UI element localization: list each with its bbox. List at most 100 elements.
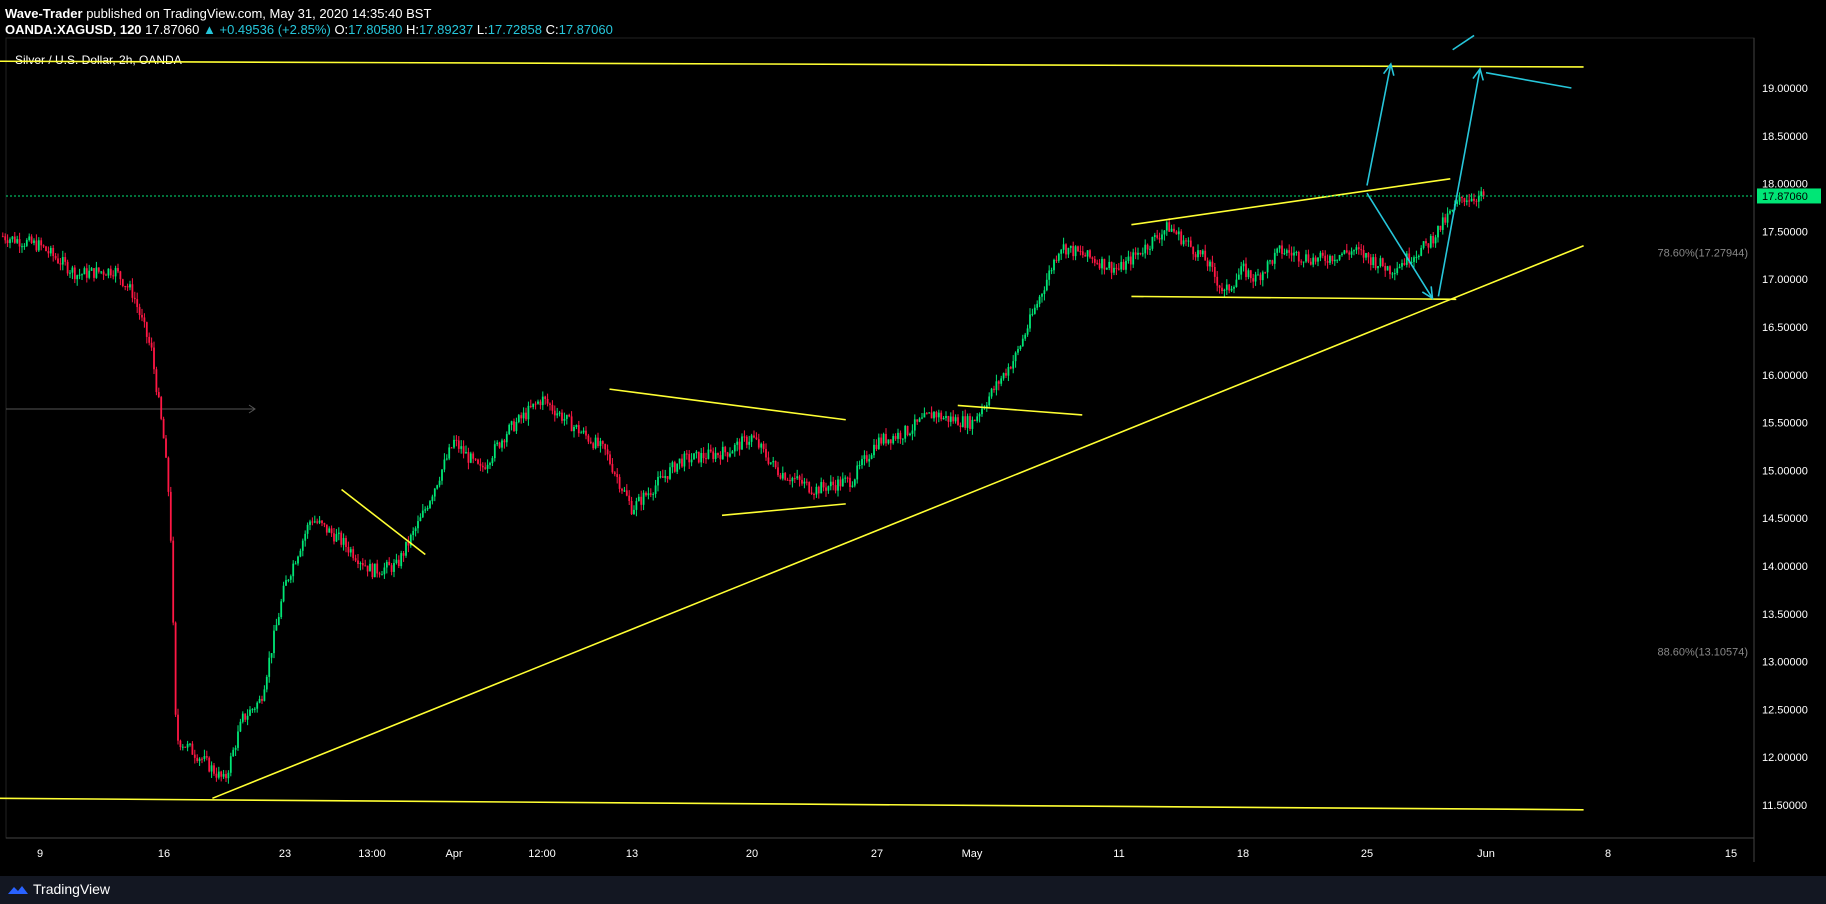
candle-up [1396, 268, 1399, 274]
candle-down [479, 463, 482, 466]
candle-up [251, 709, 254, 711]
candle-up [273, 630, 275, 654]
candle-up [1165, 222, 1168, 231]
candle-down [1218, 285, 1221, 288]
candle-up [1043, 290, 1046, 295]
candle-up [1137, 252, 1139, 255]
candle-down [1, 236, 4, 238]
time-tick-label: 25 [1361, 848, 1373, 860]
candle-down [150, 342, 153, 348]
candle-down [544, 396, 547, 399]
candle-up [81, 274, 83, 276]
candle-down [119, 271, 122, 280]
author-name[interactable]: Wave-Trader [5, 6, 83, 21]
candle-down [1168, 222, 1171, 232]
candle-down [1381, 258, 1384, 267]
candle-up [988, 396, 991, 406]
candle-up [1036, 303, 1039, 308]
candle-up [1170, 228, 1173, 232]
candle-up [633, 509, 635, 515]
candle-up [1048, 270, 1051, 280]
candle-down [1403, 263, 1406, 265]
candle-down [1081, 251, 1084, 256]
candle-up [1401, 263, 1403, 267]
candle-up [861, 458, 863, 466]
projection-arrows-layer [1366, 34, 1572, 300]
plot-area[interactable] [5, 37, 1755, 839]
candle-up [863, 455, 866, 459]
candle-up [275, 624, 278, 631]
candle-down [1307, 254, 1310, 262]
open-value: 17.80580 [348, 22, 403, 37]
candle-down [59, 263, 62, 265]
candle-down [1098, 263, 1101, 269]
price-axis[interactable]: 19.00000 18.50000 18.00000 17.50000 17.00000… [1762, 83, 1808, 812]
candle-down [1331, 255, 1334, 262]
candle-up [448, 447, 451, 459]
candle-up [489, 463, 491, 465]
candle-down [42, 245, 45, 247]
price-tick-label: 15.00000 [1762, 465, 1808, 477]
candle-down [649, 493, 652, 495]
candle-down [4, 236, 7, 241]
candle-up [241, 713, 244, 722]
candle-down [875, 444, 878, 450]
candle-up [923, 413, 926, 418]
candle-up [465, 452, 467, 454]
candle-up [25, 240, 28, 246]
candle-down [316, 521, 319, 523]
candle-up [652, 493, 655, 495]
candle-up [95, 267, 98, 278]
candle-up [527, 405, 530, 420]
candle-up [414, 528, 417, 532]
candle-down [609, 454, 611, 464]
candle-up [654, 485, 657, 494]
candle-up [9, 239, 11, 244]
candle-down [534, 403, 537, 405]
candle-up [676, 463, 679, 472]
brand-label[interactable]: TradingView [33, 881, 111, 897]
candle-down [390, 565, 393, 572]
price-tick-label: 16.50000 [1762, 322, 1808, 334]
candle-up [1017, 349, 1019, 353]
candle-up [1086, 250, 1089, 257]
candle-down [616, 474, 619, 478]
candle-up [1456, 201, 1459, 204]
arrow-up-2-head-icon [1472, 67, 1485, 81]
candle-up [1417, 255, 1420, 258]
candle-up [505, 434, 508, 443]
candle-up [90, 268, 93, 271]
candle-up [289, 576, 292, 580]
time-tick-label: 12:00 [528, 848, 556, 860]
candle-down [1367, 253, 1370, 258]
candle-up [1420, 247, 1423, 256]
candle-down [1216, 276, 1219, 286]
candle-up [1000, 378, 1003, 384]
candle-down [1103, 258, 1106, 270]
candle-down [196, 757, 199, 762]
candle-up [1441, 217, 1444, 230]
candle-down [112, 275, 115, 277]
price-tick-label: 19.00000 [1762, 83, 1808, 95]
price-chart[interactable]: Silver / U.S. Dollar, 2h, OANDA 78.60%(1… [0, 0, 1826, 876]
time-axis[interactable]: 9 16 23 13:00 Apr 12:00 13 20 27 May 11 18 25 Jun 8 15 [37, 848, 1737, 860]
candle-up [246, 715, 249, 720]
candle-up [707, 449, 710, 459]
candle-down [352, 549, 355, 559]
candle-up [565, 414, 568, 419]
time-tick-label: 16 [158, 848, 170, 860]
symbol-label[interactable]: OANDA:XAGUSD, 120 [5, 22, 142, 37]
candle-up [721, 446, 724, 460]
candle-down [577, 425, 580, 434]
candle-up [657, 476, 659, 486]
candle-up [1451, 209, 1454, 212]
candle-up [933, 411, 935, 419]
candle-down [1475, 200, 1478, 202]
candle-down [529, 405, 532, 407]
candle-down [808, 482, 811, 493]
candle-down [628, 495, 631, 501]
candle-up [181, 746, 184, 748]
candle-up [1355, 247, 1358, 251]
candle-up [858, 465, 861, 467]
candle-down [513, 421, 515, 432]
